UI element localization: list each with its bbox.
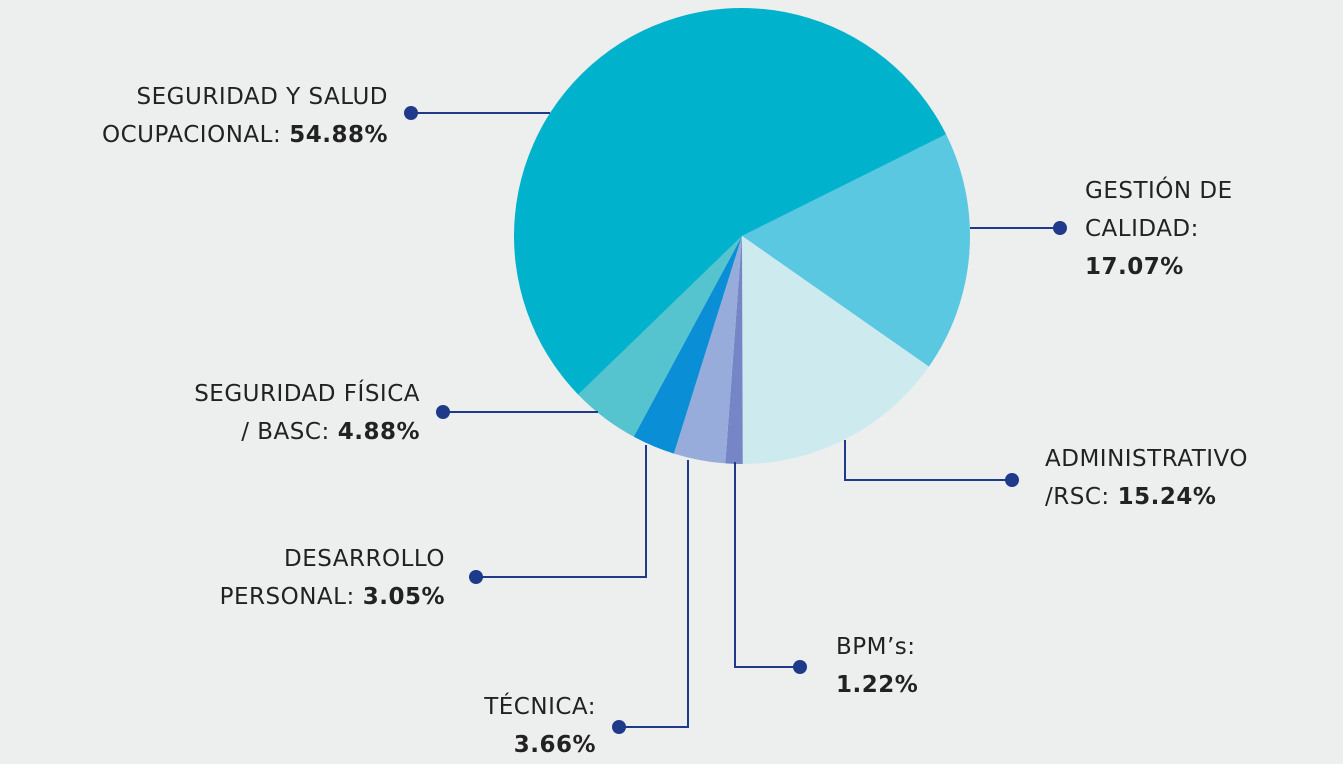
leader-line (734, 462, 800, 668)
leader-line (844, 440, 1012, 481)
pie-slice (633, 236, 742, 454)
slice-label: SEGURIDAD Y SALUD OCUPACIONAL: 54.88% (102, 78, 388, 154)
slice-label: ADMINISTRATIVO /RSC: 15.24% (1045, 440, 1248, 516)
value-label: 3.05% (362, 584, 445, 610)
slice-label: DESARROLLO PERSONAL: 3.05% (220, 540, 445, 616)
value-label: 4.88% (337, 419, 420, 445)
leader-dot (404, 106, 418, 120)
value-label: 3.66% (513, 732, 596, 758)
leader-line (476, 445, 647, 578)
leader-dot (612, 720, 626, 734)
category-label: SEGURIDAD FÍSICA / BASC: (194, 381, 420, 445)
pie-slice (673, 236, 742, 464)
pie-slice (742, 134, 970, 367)
value-label: 17.07% (1085, 254, 1184, 280)
category-label: BPM’s: (836, 634, 916, 660)
slice-label: TÉCNICA: 3.66% (484, 688, 596, 764)
slice-label: GESTIÓN DE CALIDAD: 17.07% (1085, 172, 1233, 286)
slice-label: SEGURIDAD FÍSICA / BASC: 4.88% (194, 375, 420, 451)
category-label: ADMINISTRATIVO /RSC: (1045, 446, 1248, 510)
pie-slice (514, 8, 947, 395)
pie-slice (578, 236, 742, 437)
leader-dot (1053, 221, 1067, 235)
slice-label: BPM’s: 1.22% (836, 628, 918, 704)
pie-slice (742, 236, 929, 464)
category-label: TÉCNICA: (484, 694, 596, 720)
value-label: 1.22% (836, 672, 919, 698)
category-label: GESTIÓN DE CALIDAD: (1085, 178, 1233, 242)
leader-dot (793, 660, 807, 674)
value-label: 15.24% (1117, 484, 1217, 510)
leader-line (619, 460, 689, 728)
category-label: SEGURIDAD Y SALUD OCUPACIONAL: (102, 84, 388, 148)
leader-dot (1005, 473, 1019, 487)
category-label: DESARROLLO PERSONAL: (219, 546, 445, 610)
pie-slice (725, 236, 743, 464)
leader-dot (436, 405, 450, 419)
leader-dot (469, 570, 483, 584)
value-label: 54.88% (289, 122, 388, 148)
